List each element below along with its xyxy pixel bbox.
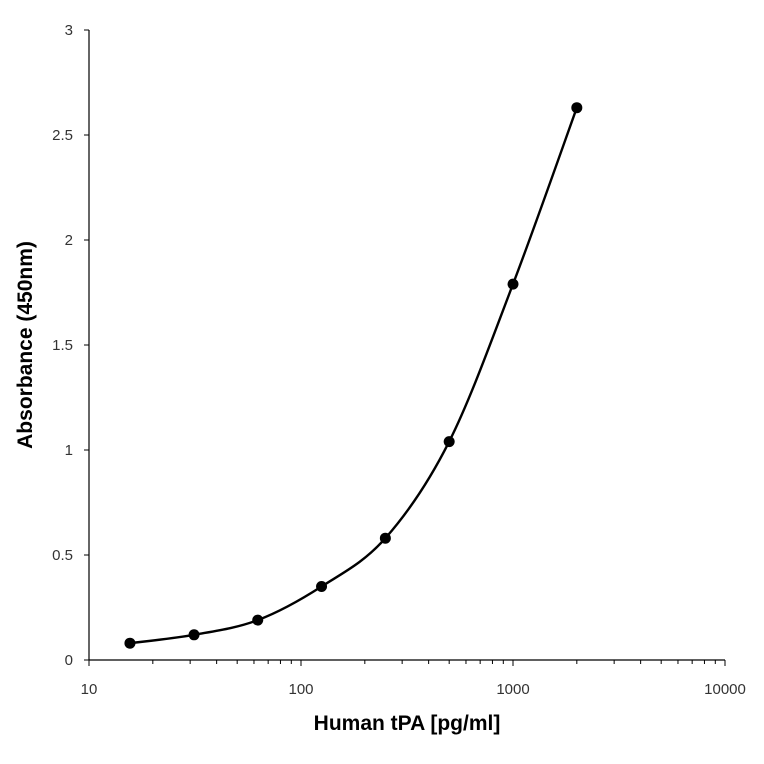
- tick-marks: [84, 29, 726, 666]
- y-tick-label: 1.5: [52, 337, 73, 354]
- y-tick-label: 3: [65, 22, 73, 39]
- data-point: [443, 436, 455, 448]
- x-tick-label: 100: [288, 681, 313, 698]
- y-tick-label: 0: [65, 652, 73, 669]
- tick-labels: 0 0.5 1 1.5 2 2.5 3 10 100 1000 10000: [52, 22, 746, 698]
- y-axis-label: Absorbance (450nm): [14, 241, 37, 449]
- data-point: [124, 637, 136, 649]
- x-tick-label: 10: [81, 681, 98, 698]
- x-tick-label: 1000: [496, 681, 529, 698]
- data-point: [379, 532, 391, 544]
- data-point: [188, 629, 200, 641]
- data-point: [571, 102, 583, 114]
- axes: [88, 30, 725, 661]
- data-point: [507, 278, 519, 290]
- data-point: [316, 581, 328, 592]
- data-point: [252, 614, 264, 626]
- y-tick-label: 1: [65, 442, 73, 459]
- x-axis-label: Human tPA [pg/ml]: [314, 712, 501, 735]
- y-tick-label: 0.5: [52, 547, 73, 564]
- series-curve: [129, 107, 578, 645]
- y-tick-label: 2.5: [52, 127, 73, 144]
- series-points: [124, 102, 583, 649]
- x-tick-label: 10000: [704, 681, 746, 698]
- y-tick-label: 2: [65, 232, 73, 249]
